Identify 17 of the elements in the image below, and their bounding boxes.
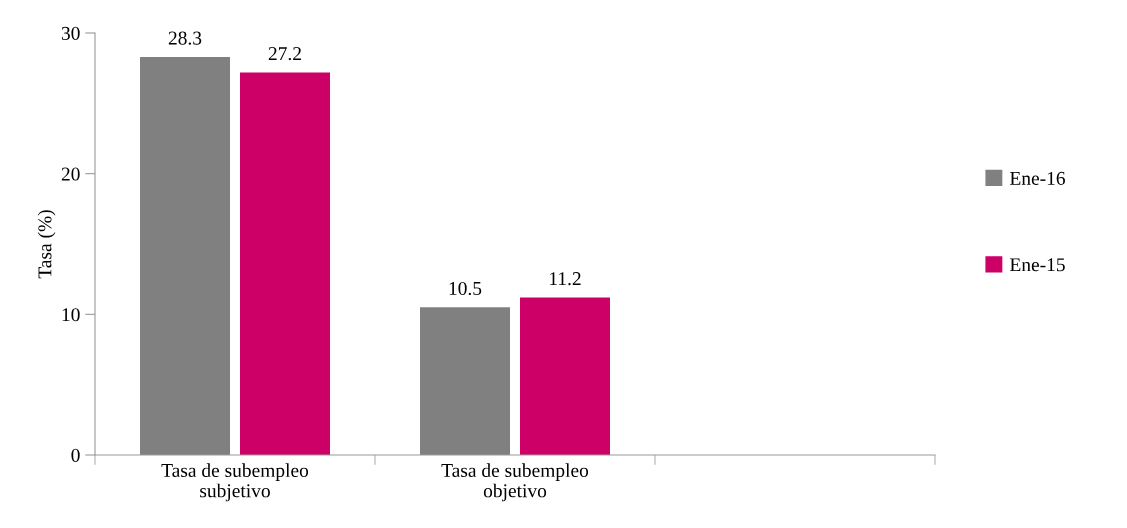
y-tick-label: 10 [62, 308, 80, 322]
y-tick-label: 30 [61, 26, 80, 40]
bar [240, 72, 330, 455]
data-label: 11.2 [550, 272, 581, 286]
x-tick-label: Tasa de subempleo subjetivo [161, 463, 309, 502]
data-label: 10.5 [449, 281, 482, 296]
data-label: 27.2 [268, 47, 301, 61]
bar [140, 56, 230, 455]
y-axis-title: Tasa (%) [37, 210, 56, 279]
legend-label: Ene-16 [1009, 171, 1065, 185]
y-tick-label: 20 [61, 167, 80, 181]
x-tick-label: Tasa de subempleo objetivo [441, 463, 589, 502]
bar [420, 307, 510, 455]
bar [520, 297, 610, 455]
legend-label: Ene-15 [1009, 258, 1065, 272]
data-label: 28.3 [168, 31, 202, 45]
y-tick-label: 0 [71, 448, 80, 462]
